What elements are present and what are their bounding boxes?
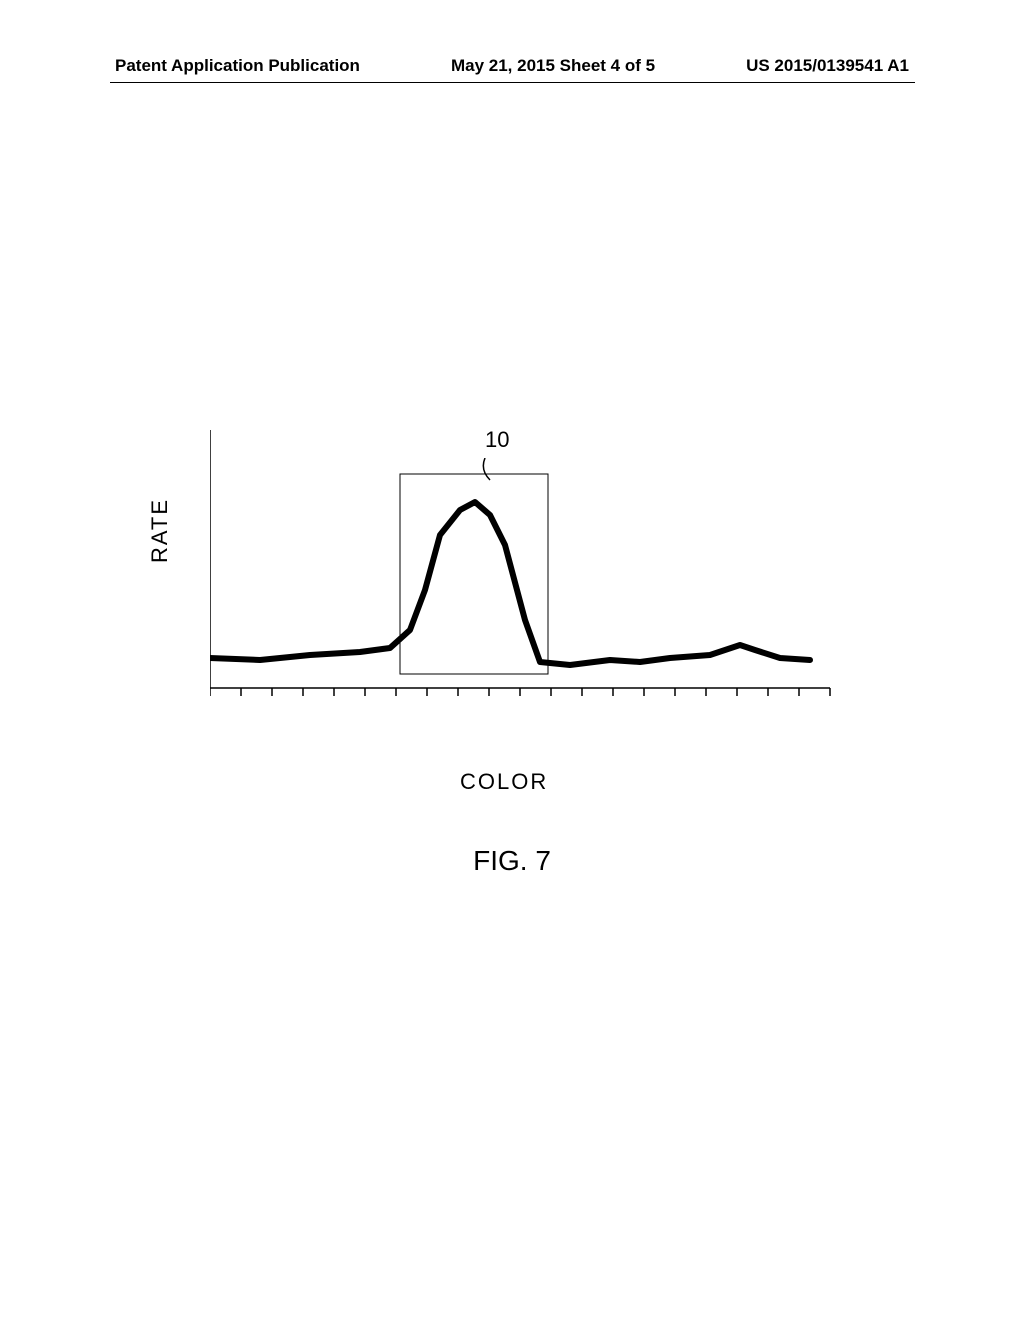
header-divider — [110, 82, 915, 83]
figure-label: FIG. 7 — [0, 845, 1024, 877]
header-publication-type: Patent Application Publication — [115, 56, 360, 76]
chart-container: RATE COLOR 10 — [170, 430, 850, 790]
y-axis-label: RATE — [147, 498, 173, 563]
header-publication-number: US 2015/0139541 A1 — [746, 56, 909, 76]
line-chart — [210, 430, 850, 750]
page-header: Patent Application Publication May 21, 2… — [0, 56, 1024, 76]
x-axis-label: COLOR — [460, 769, 548, 795]
header-date-sheet: May 21, 2015 Sheet 4 of 5 — [451, 56, 655, 76]
